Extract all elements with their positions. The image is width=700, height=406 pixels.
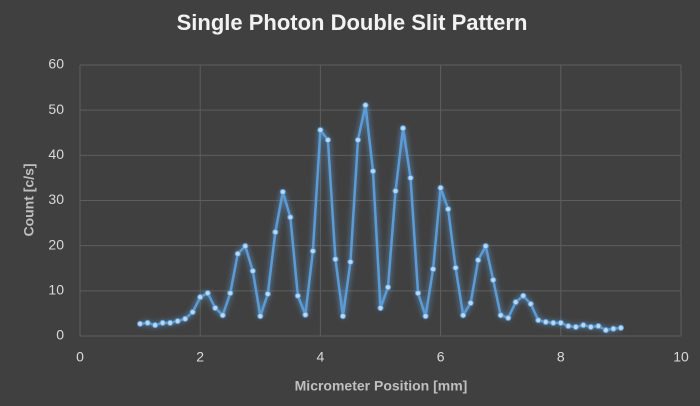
data-point (482, 243, 489, 250)
x-tick-label: 4 (317, 349, 325, 365)
data-point (324, 136, 332, 144)
chart-title: Single Photon Double Slit Pattern (177, 10, 528, 35)
data-point (595, 322, 602, 330)
data-point (565, 322, 572, 330)
data-point (542, 318, 549, 326)
data-point (377, 304, 384, 312)
data-point (219, 312, 226, 319)
data-point (384, 284, 392, 291)
data-point (182, 315, 189, 322)
y-tick-label: 10 (48, 282, 64, 298)
data-point (535, 317, 542, 324)
x-tick-label: 10 (673, 349, 689, 365)
data-point (460, 312, 467, 319)
data-point (445, 205, 452, 213)
data-point (392, 187, 399, 195)
x-tick-label: 2 (196, 349, 204, 365)
data-point (287, 214, 294, 221)
data-point (332, 256, 339, 263)
y-tick-label: 30 (48, 191, 64, 207)
data-point (602, 327, 609, 334)
y-tick-label: 40 (48, 146, 64, 162)
data-point (339, 313, 347, 320)
data-point (159, 319, 166, 327)
data-point (497, 312, 504, 319)
data-point (197, 294, 204, 301)
data-point (429, 266, 437, 273)
y-tick-label: 50 (48, 101, 64, 117)
x-tick-label: 8 (557, 349, 565, 365)
data-point (309, 247, 316, 255)
data-point (167, 319, 174, 327)
data-point (264, 290, 271, 298)
data-point (317, 126, 324, 134)
data-point (174, 317, 181, 325)
data-point (452, 264, 459, 271)
data-point (475, 257, 482, 264)
data-point (399, 125, 407, 132)
x-axis-title: Micrometer Position [mm] (295, 378, 468, 394)
data-point (362, 102, 369, 109)
data-point (512, 299, 519, 306)
y-axis-title: Count [c/s] (21, 163, 37, 236)
data-point (437, 184, 444, 191)
data-point (257, 313, 264, 320)
data-point (467, 299, 474, 307)
data-point (520, 292, 527, 299)
data-point (249, 267, 256, 275)
data-point (369, 168, 377, 175)
y-tick-label: 60 (48, 56, 64, 72)
data-point (227, 289, 234, 297)
data-point (294, 292, 301, 299)
y-tick-label: 0 (56, 327, 64, 343)
data-point (272, 229, 279, 236)
plot-area (137, 102, 625, 334)
data-point (490, 276, 497, 284)
data-point (302, 311, 309, 318)
data-point (414, 289, 422, 297)
data-point (557, 319, 564, 327)
data-point (527, 300, 534, 308)
x-tick-label: 6 (437, 349, 445, 365)
data-point (407, 174, 414, 182)
data-point (137, 320, 144, 327)
data-point (347, 258, 354, 266)
data-point (152, 322, 159, 329)
data-point (572, 323, 579, 331)
x-tick-label: 0 (76, 349, 84, 365)
data-point (617, 324, 625, 331)
data-point (212, 304, 219, 312)
y-tick-label: 20 (48, 236, 64, 252)
grid: 0 10 20 30 40 50 60 0 2 4 6 8 10 (48, 56, 689, 365)
data-point (234, 250, 241, 257)
data-point (279, 188, 286, 196)
data-point (587, 323, 594, 331)
data-point (550, 319, 557, 327)
data-point (422, 313, 429, 320)
data-point (242, 243, 249, 250)
data-point (144, 319, 151, 327)
data-point (354, 136, 362, 144)
data-point (580, 322, 587, 329)
data-point (505, 314, 512, 322)
data-point (189, 308, 196, 316)
data-point (610, 325, 617, 332)
data-point (204, 289, 211, 297)
